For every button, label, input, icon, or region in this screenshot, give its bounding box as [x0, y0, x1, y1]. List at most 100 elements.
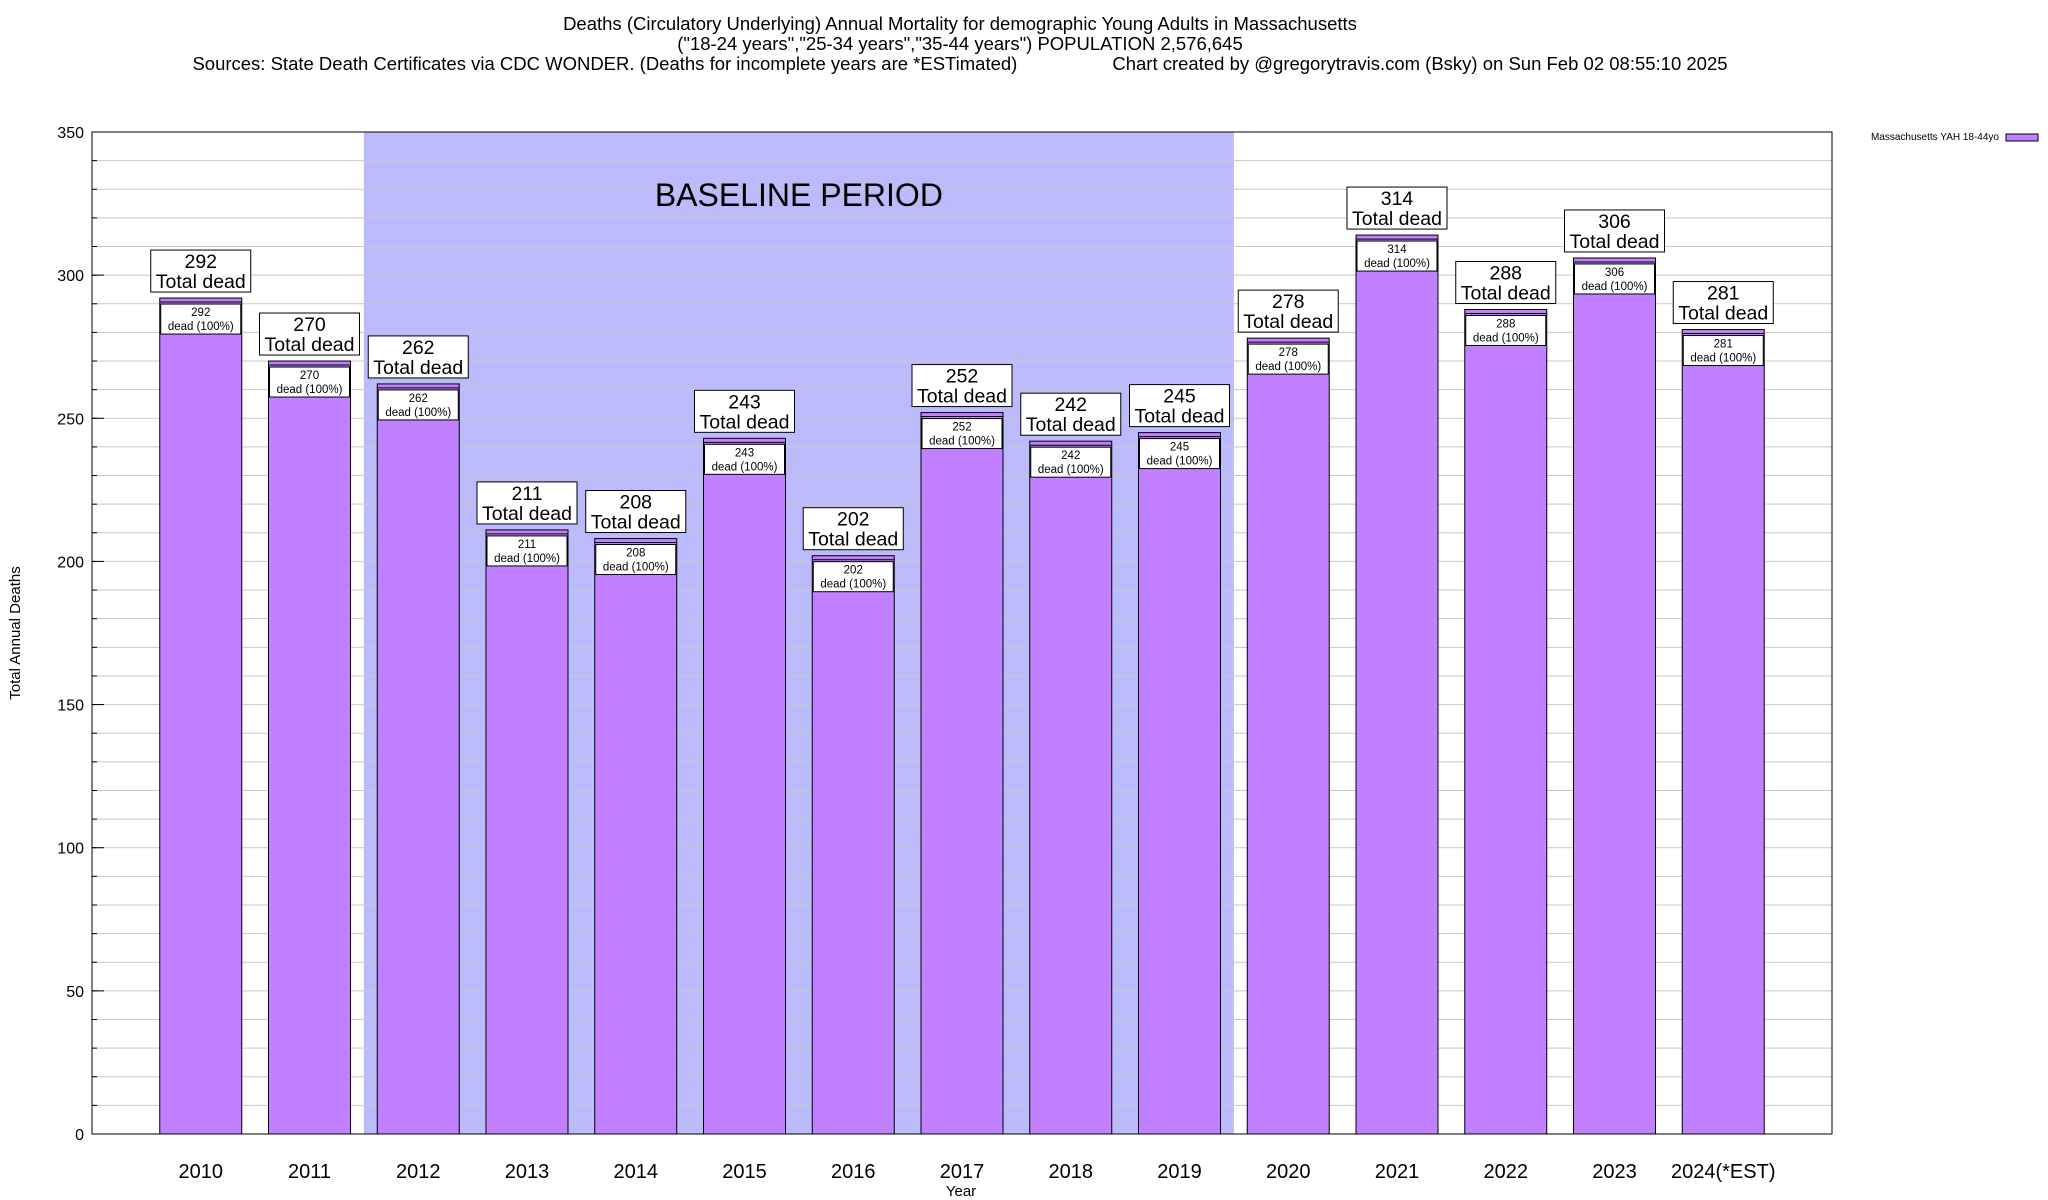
x-tick-label: 2017 — [940, 1161, 985, 1183]
inner-label-caption: dead (100%) — [494, 553, 560, 565]
data-label-caption: Total dead — [1570, 231, 1660, 253]
data-label-box — [1564, 209, 1665, 253]
data-label-value: 211 — [511, 483, 542, 505]
legend-swatch — [2005, 133, 2039, 142]
inner-label-box — [1465, 314, 1547, 346]
inner-label-box — [1574, 263, 1655, 295]
chart-title-line-2: ("18-24 years","25-34 years","35-44 year… — [677, 33, 1243, 54]
data-label-box — [802, 507, 904, 551]
data-label-box — [259, 312, 360, 356]
baseline-band-label: BASELINE PERIOD — [655, 177, 943, 213]
data-label-value: 281 — [1707, 283, 1740, 305]
data-label-value: 245 — [1163, 386, 1196, 408]
plot-frame — [91, 131, 1833, 1135]
data-label-box — [150, 249, 252, 293]
chart-title-line-1: Deaths (Circulatory Underlying) Annual M… — [563, 13, 1357, 34]
x-tick-label: 2021 — [1375, 1161, 1420, 1183]
inner-label-value: 211 — [518, 539, 536, 551]
inner-label-caption: dead (100%) — [603, 562, 669, 574]
inner-label-caption: dead (100%) — [929, 436, 995, 448]
y-tick-label: 100 — [57, 841, 84, 858]
data-label-value: 270 — [293, 314, 326, 336]
inner-label-box — [377, 389, 459, 421]
x-tick-label: 2013 — [505, 1161, 550, 1183]
bar — [1355, 234, 1439, 1135]
data-label-caption: Total dead — [917, 386, 1007, 408]
data-label-caption: Total dead — [1678, 303, 1768, 325]
data-label-caption: Total dead — [1135, 406, 1225, 428]
bar — [159, 297, 243, 1135]
inner-label-caption: dead (100%) — [1038, 464, 1104, 476]
inner-label-caption: dead (100%) — [712, 461, 778, 473]
data-label-value: 288 — [1489, 262, 1522, 284]
y-tick-label: 250 — [57, 411, 84, 428]
y-tick-label: 50 — [66, 984, 84, 1001]
chart-credit: Chart created by @gregorytravis.com (Bsk… — [1112, 53, 1728, 74]
x-tick-label: 2011 — [288, 1161, 331, 1183]
inner-label-value: 292 — [191, 307, 210, 319]
bar — [485, 529, 569, 1135]
inner-label-value: 288 — [1496, 318, 1515, 330]
data-label-value: 242 — [1054, 394, 1087, 416]
data-label-caption: Total dead — [1026, 414, 1116, 436]
inner-label-caption: dead (100%) — [1364, 258, 1430, 270]
bar — [811, 555, 895, 1135]
inner-label-caption: dead (100%) — [277, 384, 343, 396]
chart-sources: Sources: State Death Certificates via CD… — [192, 53, 1018, 74]
data-label-value: 306 — [1598, 211, 1631, 233]
x-tick-label: 2016 — [831, 1161, 876, 1183]
data-label-caption: Total dead — [808, 529, 898, 551]
x-tick-label: 2023 — [1592, 1161, 1637, 1183]
x-tick-label: 2022 — [1484, 1161, 1529, 1183]
x-axis-title: Year — [946, 1183, 976, 1200]
inner-label-box — [921, 418, 1003, 450]
inner-label-value: 208 — [626, 548, 645, 560]
data-label-box — [1672, 281, 1774, 325]
inner-label-value: 202 — [844, 565, 863, 577]
inner-label-caption: dead (100%) — [1690, 353, 1756, 365]
x-tick-label: 2012 — [396, 1161, 441, 1183]
data-label-value: 314 — [1381, 188, 1414, 210]
data-label-caption: Total dead — [265, 334, 355, 356]
data-label-value: 252 — [946, 366, 979, 388]
inner-label-caption: dead (100%) — [1147, 456, 1213, 468]
x-tick-label: 2020 — [1266, 1161, 1311, 1183]
inner-label-value: 243 — [735, 447, 754, 459]
bar — [268, 360, 351, 1135]
data-label-caption: Total dead — [591, 512, 681, 534]
data-label-box — [1346, 186, 1448, 230]
bar — [1246, 337, 1330, 1135]
inner-label-value: 242 — [1061, 450, 1080, 462]
inner-label-value: 278 — [1279, 347, 1298, 359]
data-label-box — [476, 481, 578, 525]
bar — [920, 412, 1004, 1135]
inner-label-box — [486, 535, 568, 567]
inner-label-box — [595, 544, 677, 576]
inner-label-value: 306 — [1605, 267, 1624, 279]
inner-label-box — [1030, 446, 1112, 478]
y-tick-label: 200 — [57, 554, 84, 571]
bar — [376, 383, 460, 1135]
data-label-box — [1020, 392, 1122, 436]
y-tick-label: 0 — [75, 1127, 84, 1144]
data-label-value: 243 — [728, 391, 761, 413]
inner-label-value: 262 — [409, 393, 428, 405]
chart-sources-line: Sources: State Death Certificates via CD… — [0, 54, 1920, 74]
bar — [1029, 440, 1113, 1135]
bar — [1573, 257, 1656, 1135]
x-tick-label: 2019 — [1157, 1161, 1202, 1183]
data-label-caption: Total dead — [156, 271, 246, 293]
y-tick-label: 350 — [57, 125, 84, 142]
x-tick-label: 2010 — [179, 1161, 224, 1183]
data-label-box — [694, 389, 795, 433]
data-label-caption: Total dead — [1352, 208, 1442, 230]
inner-label-box — [704, 443, 785, 475]
data-label-caption: Total dead — [1243, 311, 1333, 333]
inner-label-box — [160, 303, 242, 335]
data-label-box — [911, 364, 1013, 408]
inner-label-caption: dead (100%) — [1473, 332, 1539, 344]
data-label-box — [367, 335, 469, 379]
bar — [1464, 308, 1548, 1135]
inner-label-caption: dead (100%) — [168, 321, 234, 333]
